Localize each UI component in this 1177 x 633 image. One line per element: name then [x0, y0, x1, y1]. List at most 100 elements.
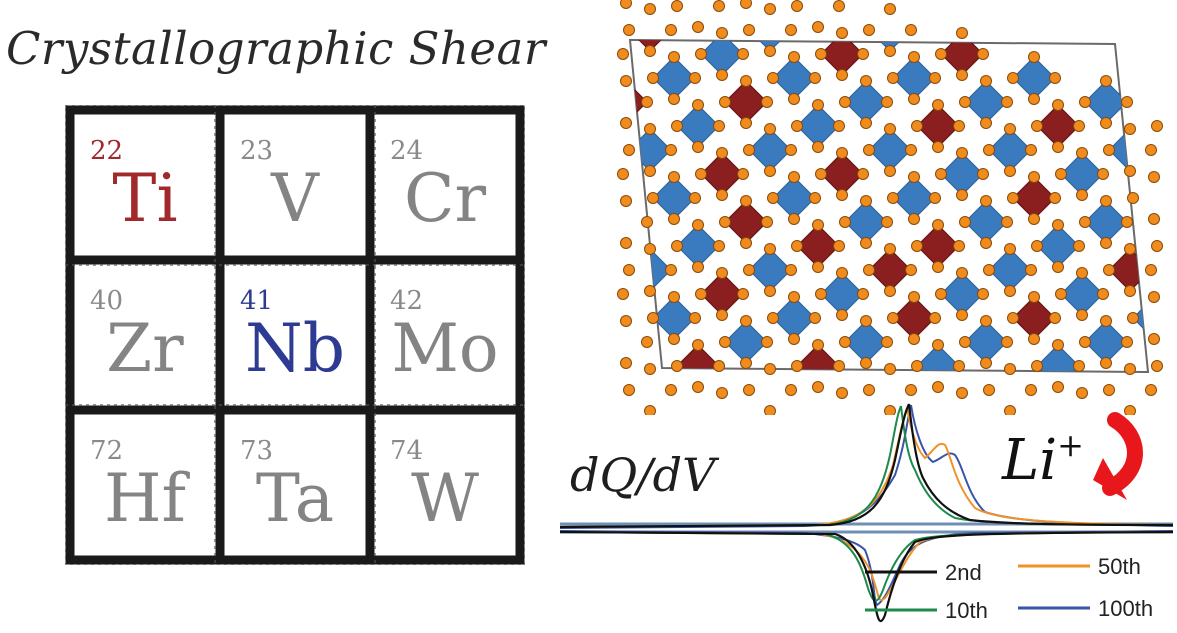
oxygen-atom: [1004, 285, 1016, 297]
oxygen-atom: [1100, 315, 1112, 327]
oxygen-atom: [857, 288, 869, 300]
element-cell-zr: 40 Zr: [70, 260, 220, 410]
oxygen-atom: [788, 51, 800, 63]
oxygen-atom: [1004, 123, 1016, 135]
oxygen-atom: [1124, 165, 1136, 177]
oxygen-atom: [647, 72, 659, 84]
oxygen-atom: [1073, 360, 1085, 372]
oxygen-atom: [911, 120, 923, 132]
oxygen-atom: [1145, 264, 1157, 276]
oxygen-atom: [764, 363, 776, 375]
oxygen-atom: [644, 45, 656, 57]
oxygen-atom: [1124, 285, 1136, 297]
atomic-number: 24: [390, 136, 424, 166]
oxygen-atom: [905, 144, 917, 156]
oxygen-atom: [1055, 288, 1067, 300]
oxygen-atom: [1055, 168, 1067, 180]
oxygen-atom: [641, 96, 653, 108]
oxygen-atom: [713, 360, 725, 372]
element-symbol: Nb: [245, 310, 345, 387]
oxygen-atom: [692, 261, 704, 273]
lithium-ion-label: Li+: [1002, 426, 1084, 493]
oxygen-atom: [812, 339, 824, 351]
oxygen-atom: [1001, 336, 1013, 348]
oxygen-atom: [671, 240, 683, 252]
oxygen-atom: [644, 243, 656, 255]
oxygen-atom: [935, 168, 947, 180]
oxygen-atom: [743, 24, 755, 36]
oxygen-atom: [887, 72, 899, 84]
oxygen-atom: [620, 315, 632, 327]
oxygen-atom: [1148, 213, 1160, 225]
oxygen-atom: [692, 21, 704, 33]
oxygen-atom: [716, 27, 728, 39]
oxygen-atom: [1100, 357, 1112, 369]
oxygen-atom: [1151, 120, 1163, 132]
oxygen-atom: [791, 360, 803, 372]
oxygen-atom: [929, 72, 941, 84]
oxygen-atom: [953, 120, 965, 132]
octahedra-layer: [630, 40, 1148, 372]
oxygen-atom: [833, 360, 845, 372]
oxygen-atom: [1124, 243, 1136, 255]
oxygen-atom: [809, 72, 821, 84]
oxygen-atom: [980, 75, 992, 87]
oxygen-atom: [839, 336, 851, 348]
oxygen-atom: [1031, 240, 1043, 252]
atomic-number: 22: [90, 136, 124, 166]
oxygen-atom: [785, 264, 797, 276]
oxygen-atom: [1076, 387, 1088, 399]
element-symbol: Cr: [403, 160, 487, 237]
oxygen-atom: [905, 24, 917, 36]
oxygen-atom: [812, 99, 824, 111]
oxygen-atom: [983, 384, 995, 396]
curved-arrow-icon: [1093, 458, 1127, 500]
element-cell-hf: 72 Hf: [70, 410, 220, 560]
oxygen-atom: [737, 288, 749, 300]
oxygen-atoms-layer: [617, 0, 1163, 415]
oxygen-atom: [623, 144, 635, 156]
oxygen-atom: [692, 219, 704, 231]
oxygen-atom: [644, 165, 656, 177]
oxygen-atom: [1049, 312, 1061, 324]
oxygen-atom: [737, 48, 749, 60]
oxygen-atom: [764, 285, 776, 297]
oxygen-atom: [743, 264, 755, 276]
oxygen-atom: [812, 21, 824, 33]
oxygen-atom: [644, 123, 656, 135]
oxygen-atom: [689, 72, 701, 84]
oxygen-atom: [956, 309, 968, 321]
oxygen-atom: [860, 315, 872, 327]
oxygen-atom: [764, 45, 776, 57]
oxygen-atom: [935, 48, 947, 60]
oxygen-atom: [1124, 363, 1136, 375]
oxygen-atom: [956, 189, 968, 201]
oxygen-atom: [1103, 144, 1115, 156]
oxygen-atom: [860, 75, 872, 87]
oxygen-atom: [1100, 237, 1112, 249]
oxygen-atom: [881, 216, 893, 228]
element-cell-ta: 73 Ta: [220, 410, 370, 560]
oxygen-atom: [1076, 309, 1088, 321]
oxygen-atom: [857, 168, 869, 180]
oxygen-atom: [929, 192, 941, 204]
oxygen-atom: [692, 141, 704, 153]
oxygen-atom: [815, 168, 827, 180]
ion-charge: +: [1057, 426, 1084, 464]
oxygen-atom: [977, 288, 989, 300]
oxygen-atom: [1007, 312, 1019, 324]
oxygen-atom: [932, 339, 944, 351]
oxygen-atom: [716, 267, 728, 279]
oxygen-atom: [1031, 120, 1043, 132]
atomic-number: 40: [90, 286, 124, 316]
periodic-table-grid: [65, 105, 525, 565]
oxygen-atom: [884, 3, 896, 15]
oxygen-atom: [959, 216, 971, 228]
oxygen-atom: [644, 363, 656, 375]
oxygen-atom: [980, 117, 992, 129]
oxygen-atom: [977, 168, 989, 180]
oxygen-atom: [1124, 405, 1136, 415]
oxygen-atom: [1103, 264, 1115, 276]
legend-label-50th: 50th: [1098, 554, 1141, 579]
oxygen-atom: [761, 336, 773, 348]
